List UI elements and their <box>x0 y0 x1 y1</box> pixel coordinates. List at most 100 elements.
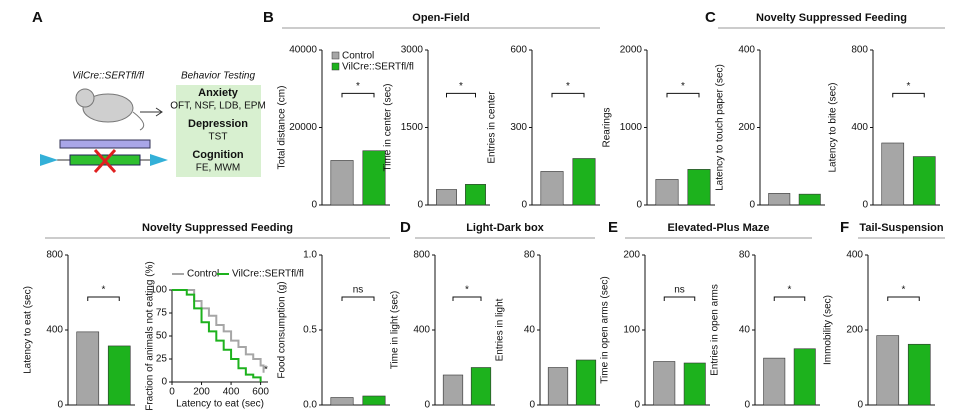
bar <box>575 359 597 406</box>
significance-label: * <box>356 81 360 92</box>
bar <box>330 397 354 406</box>
significance-label: ns <box>353 285 364 296</box>
y-axis-label: Time in open arms (sec) <box>600 276 611 383</box>
legend-label: Control <box>187 269 219 280</box>
y-tick-label: 400 <box>413 325 430 336</box>
y-axis-label: Food consumption (g) <box>277 281 288 378</box>
y-tick-label: 0 <box>529 400 535 411</box>
y-tick-label: 800 <box>851 45 868 56</box>
y-tick-label: 100 <box>150 285 167 296</box>
y-tick-label: 3000 <box>401 45 424 56</box>
survival-line <box>172 289 265 373</box>
significance-bracket <box>452 296 482 301</box>
y-tick-label: 400 <box>846 250 863 261</box>
y-tick-label: 0 <box>636 200 642 211</box>
y-axis-label: Latency to bite (sec) <box>828 82 839 172</box>
y-tick-label: 1500 <box>401 122 424 133</box>
panel-letter: A <box>32 9 43 26</box>
bar <box>436 189 457 206</box>
panel-title: Elevated-Plus Maze <box>667 222 769 234</box>
panel-letter: B <box>263 9 274 26</box>
bar <box>655 179 679 206</box>
significance-bracket <box>446 92 476 98</box>
bar <box>540 171 564 206</box>
mouse-icon <box>75 88 145 131</box>
x-tick-label: 200 <box>193 387 210 398</box>
bar <box>465 184 486 206</box>
y-tick-label: 400 <box>851 122 868 133</box>
bar <box>330 160 354 206</box>
panel-title: Light-Dark box <box>466 222 544 234</box>
box-title: Behavior Testing <box>181 71 256 82</box>
y-tick-label: 0 <box>57 400 63 411</box>
significance-label: * <box>459 81 463 92</box>
y-tick-label: 2000 <box>620 45 643 56</box>
significance-label: * <box>902 285 906 296</box>
legend-swatch <box>331 51 340 60</box>
x-tick-label: 600 <box>252 387 269 398</box>
bar <box>76 331 100 406</box>
legend-label: VilCre::SERTfl/fl <box>342 62 414 73</box>
panel-letter: E <box>608 219 618 236</box>
significance-bracket <box>87 296 120 301</box>
panel-letter: F <box>840 219 849 236</box>
x-tick-label: 0 <box>169 387 175 398</box>
bar <box>763 357 786 406</box>
y-tick-label: 0 <box>424 400 430 411</box>
significance-label: * <box>907 81 911 92</box>
bar <box>572 158 596 206</box>
genotype-label: VilCre::SERTfl/fl <box>72 71 145 82</box>
significance-bracket <box>551 92 585 98</box>
bar <box>768 193 791 206</box>
bar <box>912 156 936 206</box>
group-tests: TST <box>209 132 228 143</box>
y-tick-label: 40 <box>524 325 536 336</box>
bar <box>653 361 676 406</box>
bar <box>547 367 569 406</box>
y-axis-label: Fraction of animals not eating (%) <box>145 261 156 411</box>
y-tick-label: 0 <box>862 200 868 211</box>
x-axis-label: Latency to eat (sec) <box>176 399 264 410</box>
arrow <box>140 107 163 117</box>
y-tick-label: 0 <box>749 200 755 211</box>
significance-bracket <box>887 296 920 301</box>
y-tick-label: 25 <box>156 354 168 365</box>
significance-label: * <box>102 285 106 296</box>
legend-label: VilCre::SERTfl/fl <box>232 269 304 280</box>
panel-title: Tail-Suspension <box>859 222 943 234</box>
bar <box>687 169 711 206</box>
significance-label: * <box>264 365 268 376</box>
y-axis-label: Latency to touch paper (sec) <box>715 64 726 191</box>
group-tests: FE, MWM <box>196 163 240 174</box>
construct-diagram <box>40 139 168 174</box>
significance-label: * <box>681 81 685 92</box>
test-box <box>176 85 261 177</box>
y-tick-label: 50 <box>156 331 168 342</box>
bar <box>881 142 905 206</box>
bar <box>876 335 900 406</box>
group-title: Depression <box>188 118 248 130</box>
y-axis-label: Time in center (sec) <box>383 84 394 172</box>
bar <box>683 362 706 406</box>
y-tick-label: 1.0 <box>303 250 317 261</box>
y-tick-label: 400 <box>46 325 63 336</box>
bar <box>793 348 816 406</box>
significance-bracket <box>892 92 925 98</box>
panel-title: Open-Field <box>412 12 469 24</box>
significance-label: * <box>566 81 570 92</box>
x-tick-label: 400 <box>223 387 240 398</box>
y-tick-label: 80 <box>524 250 536 261</box>
survival-line <box>172 289 262 382</box>
y-tick-label: 600 <box>510 45 527 56</box>
y-tick-label: 800 <box>413 250 430 261</box>
y-tick-label: 0 <box>857 400 863 411</box>
y-axis-label: Rearings <box>602 107 613 147</box>
y-tick-label: 200 <box>738 122 755 133</box>
y-tick-label: 300 <box>510 122 527 133</box>
panel-letter: D <box>400 219 411 236</box>
y-axis-label: Entries in open arms <box>710 284 721 376</box>
significance-bracket <box>666 92 700 98</box>
bar <box>362 150 386 206</box>
panel-letter: C <box>705 9 716 26</box>
